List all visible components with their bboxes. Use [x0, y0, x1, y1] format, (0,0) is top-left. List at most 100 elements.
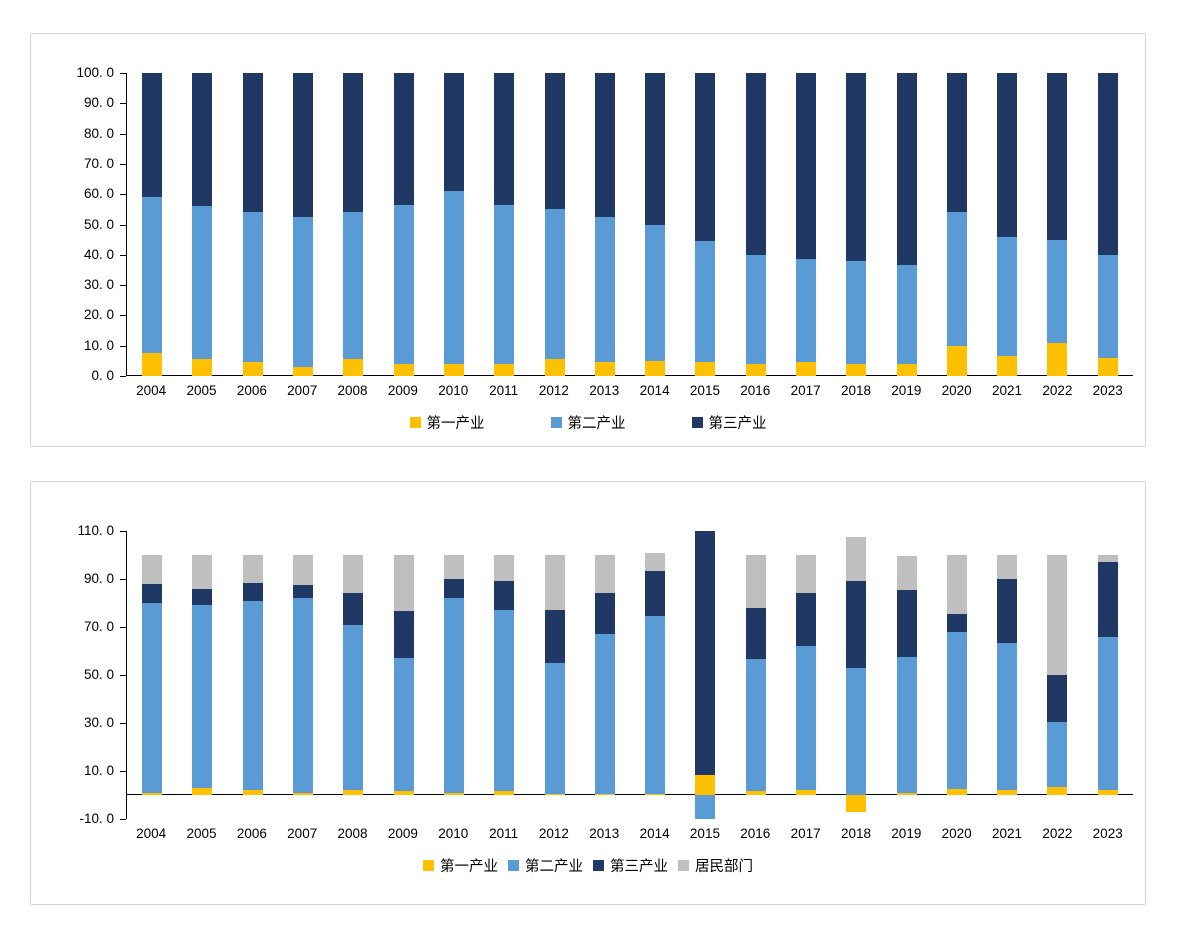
bar-group-2010	[429, 531, 479, 819]
bar-segment	[896, 265, 917, 364]
bar-segment	[192, 359, 213, 376]
x-axis-label: 2010	[438, 383, 469, 398]
bar-segment	[946, 631, 967, 789]
x-axis-label: 2020	[941, 826, 972, 841]
bar-segment	[393, 363, 414, 376]
bar-segment	[142, 583, 163, 603]
bar-segment	[846, 73, 867, 261]
bar-segment	[544, 610, 565, 663]
bar-segment	[594, 362, 615, 376]
x-axis-label: 2016	[740, 826, 771, 841]
bar-group-2009	[378, 531, 428, 819]
x-axis-label: 2004	[136, 826, 167, 841]
bar-segment	[293, 555, 314, 585]
bar-group-2012	[529, 73, 579, 376]
x-axis-label: 2020	[941, 383, 972, 398]
bar-segment	[393, 73, 414, 205]
legend: 第一产业 第二产业 第三产业	[31, 412, 1145, 433]
y-tick-label: 90. 0	[83, 571, 114, 586]
x-axis-label: 2010	[438, 826, 469, 841]
bar-group-2010	[429, 73, 479, 376]
bar-segment	[142, 792, 163, 795]
y-tick-mark	[120, 194, 126, 196]
bar-segment	[1047, 786, 1068, 795]
legend: 第一产业 第二产业 第三产业 居民部门	[31, 855, 1145, 876]
y-tick-mark	[120, 315, 126, 317]
bar-group-2006	[228, 531, 278, 819]
x-axis-label: 2022	[1042, 383, 1073, 398]
x-axis-labels: 2004 2005 2006 2007 2008 2009 2010 2011 2012 2013…	[126, 383, 1133, 398]
plot-grid	[126, 531, 1133, 819]
x-axis-label: 2007	[287, 383, 318, 398]
legend-swatch-icon	[678, 860, 689, 871]
bar-segment	[343, 593, 364, 625]
bar-group-2016	[731, 73, 781, 376]
y-tick-mark	[120, 376, 126, 377]
bar-segment	[594, 555, 615, 594]
x-axis-label: 2004	[136, 383, 167, 398]
legend-item: 第一产业	[423, 855, 498, 876]
x-axis-label: 2005	[186, 826, 217, 841]
y-tick-label: 60. 0	[83, 186, 114, 202]
bar-segment	[846, 537, 867, 582]
bar-segment	[745, 73, 766, 255]
y-tick-label: 70. 0	[83, 155, 114, 171]
y-tick-label: 110. 0	[77, 523, 114, 538]
bar-segment	[192, 787, 213, 795]
y-tick-label: 20. 0	[83, 307, 114, 323]
bar-segment	[293, 216, 314, 367]
bar-segment	[544, 209, 565, 360]
bar-segment	[796, 362, 816, 376]
bar-group-2004	[127, 531, 177, 819]
bar-segment	[494, 555, 515, 582]
y-axis: -10. 0 10. 0 30. 0 50. 0 70. 0 90. 0 110. 0	[31, 523, 126, 826]
y-tick-mark	[120, 345, 126, 347]
y-tick-label: 90. 0	[83, 95, 114, 111]
bar-segment	[594, 593, 615, 635]
bar-group-2019	[881, 73, 931, 376]
bar-segment	[946, 212, 967, 346]
bar-columns	[127, 73, 1133, 376]
x-axis-label: 2011	[489, 383, 519, 398]
bar-segment	[1097, 790, 1118, 795]
bar-segment	[896, 556, 917, 590]
bar-segment	[1097, 636, 1118, 791]
bar-segment	[645, 224, 666, 361]
bar-segment	[997, 236, 1018, 357]
bar-segment	[494, 73, 515, 205]
bar-segment	[594, 634, 615, 794]
x-axis-label: 2016	[740, 383, 771, 398]
bar-segment	[846, 667, 867, 795]
plot-grid	[126, 73, 1133, 376]
bar-group-2012	[529, 531, 579, 819]
x-axis-line	[127, 375, 1133, 376]
bar-segment	[242, 212, 263, 363]
x-axis-label: 2023	[1092, 383, 1123, 398]
bar-segment	[142, 73, 163, 198]
y-tick-mark	[120, 771, 126, 772]
bar-segment	[293, 73, 314, 217]
bar-segment	[695, 531, 716, 775]
bar-group-2005	[177, 531, 227, 819]
bar-group-2006	[228, 73, 278, 376]
bar-segment	[142, 603, 163, 793]
x-axis-label: 2013	[589, 383, 620, 398]
bar-segment	[997, 555, 1018, 579]
bar-group-2023	[1083, 73, 1133, 376]
bar-segment	[443, 191, 464, 364]
bar-segment	[443, 363, 464, 376]
x-axis-label: 2019	[891, 383, 922, 398]
stacked-bar-chart-sector-contribution: -10. 0 10. 0 30. 0 50. 0 70. 0 90. 0 110. 0 200…	[31, 523, 1145, 876]
legend-swatch-icon	[423, 860, 434, 871]
y-tick-label: 100. 0	[76, 65, 114, 80]
bar-group-2007	[278, 73, 328, 376]
x-axis-label: 2008	[337, 383, 368, 398]
bar-group-2014	[630, 73, 680, 376]
bar-group-2009	[378, 73, 428, 376]
bar-segment	[896, 657, 917, 793]
bar-segment	[293, 598, 314, 793]
bar-group-2021	[982, 73, 1032, 376]
bar-segment	[745, 254, 766, 364]
y-tick-label: 10. 0	[83, 763, 114, 778]
bar-segment	[1047, 239, 1068, 343]
